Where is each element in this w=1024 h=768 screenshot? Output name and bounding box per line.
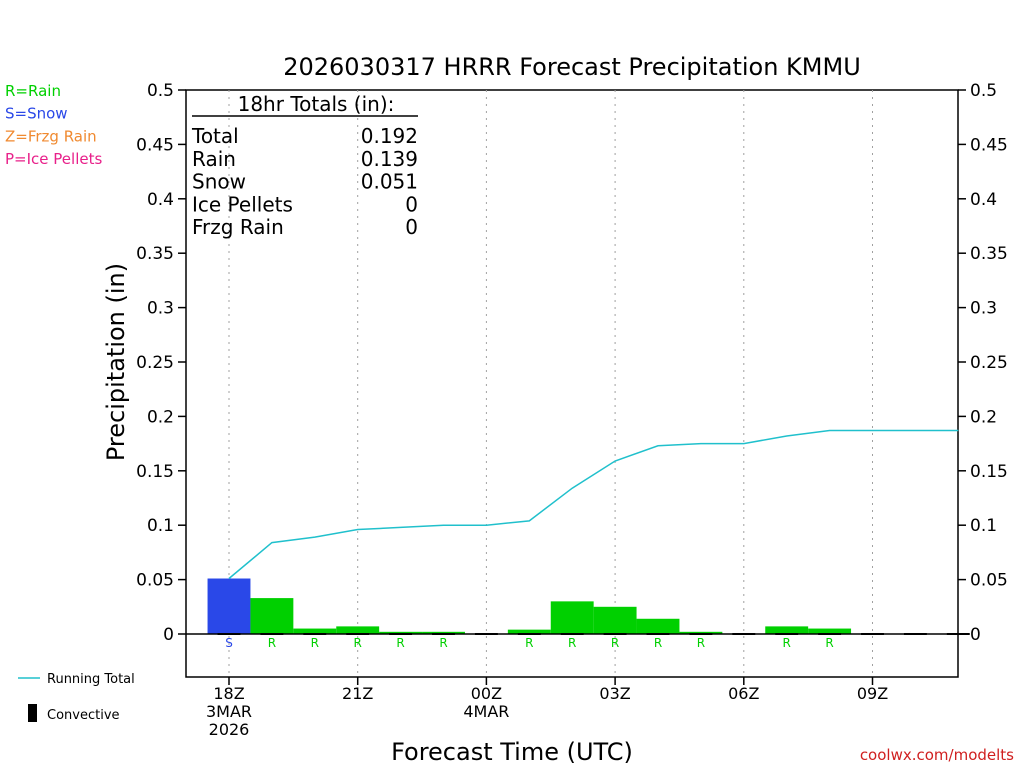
precip-bar [593, 606, 637, 634]
x-tick-label: 03Z [599, 684, 630, 703]
precip-bar [765, 626, 809, 634]
totals-row-value: 0.051 [361, 170, 418, 194]
precip-bar [379, 631, 423, 634]
right-y-axis: 0 0.05 0.1 0.15 0.2 0.25 0.3 0.35 0.4 0.45 0.5 [958, 81, 1008, 645]
precip-type-label: R [611, 636, 619, 650]
totals-row-value: 0.192 [361, 124, 418, 148]
convective-legend-label: Convective [47, 708, 120, 723]
y-tick-label: 0.1 [147, 516, 174, 536]
y-tick-label-right: 0.25 [970, 353, 1008, 373]
type-legend-item: R=Rain [5, 82, 61, 100]
precip-type-label: S [225, 636, 233, 650]
y-tick-label: 0.35 [136, 244, 174, 264]
precip-bar [679, 631, 723, 634]
precip-type-label: R [697, 636, 705, 650]
y-tick-label-right: 0.4 [970, 190, 997, 210]
x-tick-label: 06Z [728, 684, 759, 703]
precip-bar [507, 629, 551, 634]
x-tick-label: 09Z [857, 684, 888, 703]
precip-type-label: R [354, 636, 362, 650]
y-axis-label: Precipitation (in) [102, 263, 130, 461]
y-tick-label: 0.3 [147, 299, 174, 319]
type-legend-item: Z=Frzg Rain [5, 127, 97, 145]
totals-row-label: Frzg Rain [192, 215, 284, 239]
precip-type-label: R [783, 636, 791, 650]
y-tick-label-right: 0.3 [970, 299, 997, 319]
x-tick-label: 00Z [471, 684, 502, 703]
y-tick-label: 0.4 [147, 190, 174, 210]
plot-frame [185, 89, 959, 678]
precip-type-label: R [825, 636, 833, 650]
precip-type-legend: R=Rain S=Snow Z=Frzg Rain P=Ice Pellets [5, 82, 102, 168]
y-tick-label: 0.15 [136, 462, 174, 482]
vertical-grid [228, 90, 873, 677]
y-tick-label-right: 0 [970, 625, 981, 645]
y-tick-label: 0.45 [136, 135, 174, 155]
precip-type-label: R [439, 636, 447, 650]
y-tick-label: 0 [163, 625, 174, 645]
precip-bar [808, 628, 852, 634]
y-tick-label: 0.2 [147, 407, 174, 427]
precip-bar [336, 626, 380, 634]
totals-box: 18hr Totals (in): Total 0.192 Rain 0.139 Sno… [191, 92, 418, 239]
y-tick-label-right: 0.35 [970, 244, 1008, 264]
precip-type-label: R [654, 636, 662, 650]
totals-row-label: Snow [192, 170, 246, 194]
totals-row-value: 0.139 [361, 147, 418, 171]
left-y-axis: 0 0.05 0.1 0.15 0.2 0.25 0.3 0.35 0.4 0.45 0.5 [136, 81, 186, 645]
x-axis-label: Forecast Time (UTC) [391, 738, 633, 766]
totals-row-label: Total [191, 124, 239, 148]
totals-row-value: 0 [405, 192, 418, 216]
totals-row-value: 0 [405, 215, 418, 239]
y-tick-label-right: 0.45 [970, 135, 1008, 155]
type-legend-item: P=Ice Pellets [5, 150, 102, 168]
precip-bar [550, 601, 594, 634]
x-tick-label: 3MAR [206, 702, 252, 721]
precip-type-label: R [268, 636, 276, 650]
x-tick-label: 2026 [209, 720, 250, 739]
y-tick-label: 0.05 [136, 571, 174, 591]
precip-bar [293, 628, 337, 634]
x-tick-label: 4MAR [463, 702, 509, 721]
running-total-legend-label: Running Total [47, 672, 135, 687]
totals-row-label: Ice Pellets [192, 192, 293, 216]
y-tick-label-right: 0.15 [970, 462, 1008, 482]
y-tick-label-right: 0.05 [970, 571, 1008, 591]
x-tick-label: 18Z [213, 684, 244, 703]
precip-bar [250, 598, 294, 634]
precip-type-label: R [525, 636, 533, 650]
precip-type-label: R [568, 636, 576, 650]
y-tick-label: 0.25 [136, 353, 174, 373]
convective-bar [946, 633, 970, 635]
precip-bar [636, 618, 680, 634]
precip-bar [422, 631, 465, 634]
totals-row-label: Rain [192, 147, 236, 171]
type-legend-item: S=Snow [5, 105, 68, 123]
precip-bars [207, 578, 970, 635]
precip-bar [207, 578, 251, 634]
convective-legend-swatch [28, 704, 37, 722]
x-tick-label: 21Z [342, 684, 373, 703]
y-tick-label-right: 0.5 [970, 81, 997, 101]
credit-text: coolwx.com/modelts [860, 746, 1014, 764]
y-tick-label-right: 0.1 [970, 516, 997, 536]
running-total-line [228, 429, 959, 580]
chart-title: 2026030317 HRRR Forecast Precipitation K… [283, 53, 861, 81]
totals-header: 18hr Totals (in): [238, 92, 395, 116]
precip-type-label: R [396, 636, 404, 650]
y-tick-label: 0.5 [147, 81, 174, 101]
precip-type-label: R [311, 636, 319, 650]
y-tick-label-right: 0.2 [970, 407, 997, 427]
